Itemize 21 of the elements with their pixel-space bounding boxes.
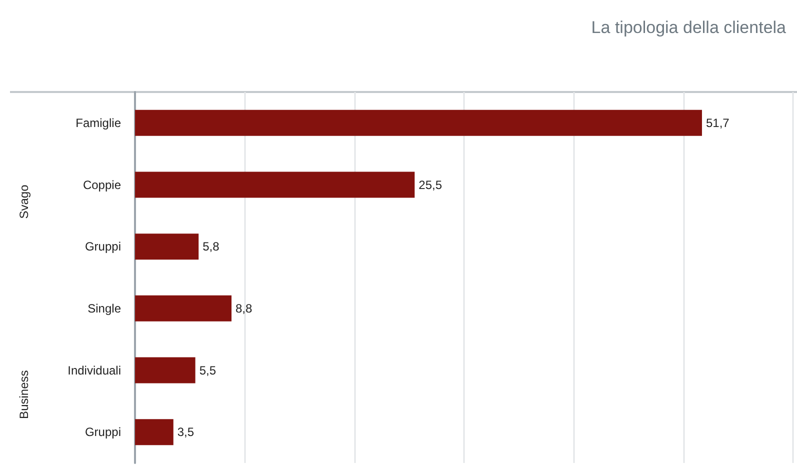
data-label: 51,7 <box>706 116 730 130</box>
bar <box>135 357 196 384</box>
y-tick-label: Individuali <box>68 363 121 378</box>
y-tick-label: Famiglie <box>76 116 122 130</box>
data-label: 8,8 <box>236 301 253 316</box>
chart-title: La tipologia della clientela <box>591 18 787 37</box>
y-tick-label: Coppie <box>82 178 122 192</box>
bar <box>135 295 232 322</box>
data-label: 3,5 <box>177 425 194 440</box>
data-label: 5,8 <box>202 240 220 254</box>
data-label: 25,5 <box>418 178 442 192</box>
y-tick-label: Gruppi <box>84 240 121 254</box>
bar <box>135 110 702 136</box>
bar <box>135 172 415 198</box>
text: Business <box>17 370 31 419</box>
y-tick-label: Single <box>88 301 122 316</box>
bar <box>135 234 199 260</box>
bar <box>135 419 174 446</box>
data-label: 5,5 <box>199 363 216 378</box>
text: Svago <box>17 184 31 219</box>
y-tick-label: Gruppi <box>84 425 121 440</box>
